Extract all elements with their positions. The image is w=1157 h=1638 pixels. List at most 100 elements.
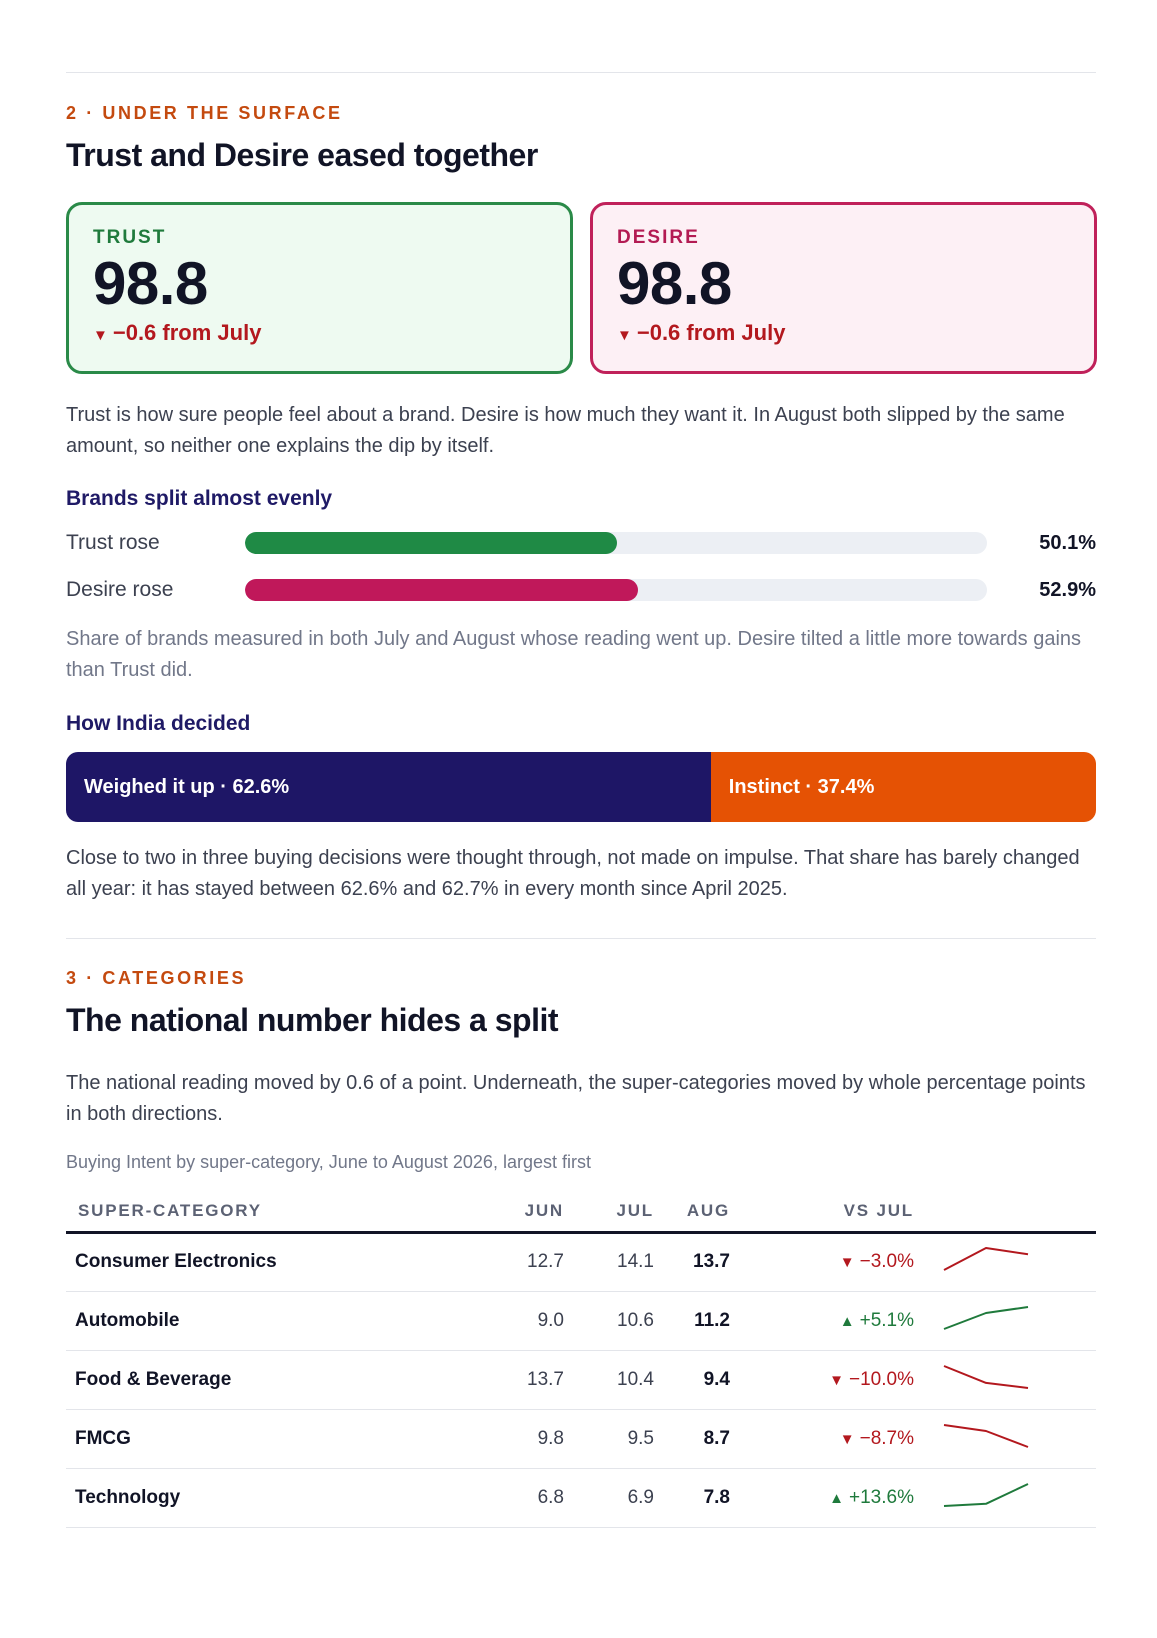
down-triangle-icon: ▼: [829, 1371, 845, 1389]
trend-cell: [922, 1232, 1096, 1292]
brand-bar-row: Desire rose 52.9%: [66, 575, 1096, 605]
down-triangle-icon: ▼: [617, 327, 632, 344]
aug-value: 7.8: [660, 1468, 758, 1528]
section-intro: Trust is how sure people feel about a br…: [66, 404, 1065, 457]
bar-track: [245, 579, 987, 601]
aug-value: 11.2: [660, 1291, 758, 1351]
trust-label: TRUST: [93, 227, 167, 248]
decided-note: Close to two in three buying decisions w…: [66, 847, 1080, 900]
jul-value: 9.5: [570, 1409, 660, 1469]
jul-value: 6.9: [570, 1468, 660, 1528]
brand-bar-row: Trust rose 50.1%: [66, 528, 1096, 558]
vs-jul-text: −10.0%: [849, 1368, 914, 1390]
bar-track: [245, 532, 987, 554]
vs-jul-change: ▼ −8.7%: [758, 1409, 922, 1469]
category-table: SUPER-CATEGORY JUN JUL AUG VS JUL Consum…: [66, 1192, 1096, 1528]
trust-change: ▼ −0.6 from July: [93, 320, 570, 346]
down-triangle-icon: ▼: [93, 327, 108, 344]
vs-jul-text: −3.0%: [859, 1251, 914, 1272]
desire-value: 98.8: [617, 250, 732, 317]
aug-value: 9.4: [660, 1350, 758, 1410]
section-title: The national number hides a split: [66, 1002, 559, 1038]
desire-card: DESIRE 98.8 ▼ −0.6 from July: [590, 202, 1097, 374]
trend-cell: [922, 1468, 1096, 1528]
section-divider: [66, 938, 1096, 939]
table-header-row: SUPER-CATEGORY JUN JUL AUG VS JUL: [66, 1192, 1096, 1234]
section-intro: The national reading moved by 0.6 of a p…: [66, 1072, 1086, 1125]
category-name: Technology: [66, 1468, 486, 1528]
decided-heading: How India decided: [66, 712, 251, 735]
bar-label: Desire rose: [66, 578, 174, 601]
col-header-trend: [922, 1192, 1096, 1234]
down-triangle-icon: ▼: [839, 1430, 855, 1448]
trend-line: [943, 1247, 1029, 1271]
trust-card: TRUST 98.8 ▼ −0.6 from July: [66, 202, 573, 374]
up-triangle-icon: ▲: [829, 1489, 845, 1507]
trend-line: [943, 1423, 1029, 1448]
category-name: Consumer Electronics: [66, 1232, 486, 1292]
trend-cell: [922, 1291, 1096, 1351]
decision-split-bar: Weighed it up · 62.6% Instinct · 37.4%: [66, 752, 1096, 822]
desire-change: ▼ −0.6 from July: [617, 320, 1094, 346]
table-row: Automobile 9.0 10.6 11.2 ▲ +5.1%: [66, 1291, 1096, 1351]
jul-value: 10.6: [570, 1291, 660, 1351]
table-caption: Buying Intent by super-category, June to…: [66, 1152, 591, 1172]
vs-jul-text: +13.6%: [849, 1486, 914, 1508]
trend-sparkline: [943, 1364, 1029, 1389]
bar-value: 50.1%: [1039, 532, 1096, 554]
section-divider: [66, 72, 1096, 73]
col-header-jun: JUN: [486, 1192, 570, 1234]
jun-value: 12.7: [486, 1232, 570, 1292]
table-row: FMCG 9.8 9.5 8.7 ▼ −8.7%: [66, 1409, 1096, 1469]
trend-line: [943, 1364, 1029, 1389]
bar-label: Trust rose: [66, 531, 160, 554]
down-triangle-icon: ▼: [839, 1254, 855, 1271]
weighed-segment: Weighed it up · 62.6%: [66, 752, 711, 822]
category-name: Food & Beverage: [66, 1350, 486, 1410]
instinct-segment: Instinct · 37.4%: [710, 752, 1096, 822]
col-header-aug: AUG: [660, 1192, 758, 1234]
vs-jul-change: ▼ −3.0%: [758, 1232, 922, 1292]
bar-value: 52.9%: [1039, 579, 1096, 601]
vs-jul-text: +5.1%: [859, 1309, 914, 1331]
vs-jul-text: −8.7%: [859, 1427, 914, 1449]
trend-cell: [922, 1350, 1096, 1410]
col-header-category: SUPER-CATEGORY: [66, 1192, 486, 1234]
aug-value: 8.7: [660, 1409, 758, 1469]
jul-value: 10.4: [570, 1350, 660, 1410]
trend-sparkline: [943, 1423, 1029, 1448]
desire-label: DESIRE: [617, 227, 700, 248]
trend-sparkline: [943, 1305, 1029, 1330]
section-eyebrow: 3 · CATEGORIES: [66, 968, 247, 988]
vs-jul-change: ▲ +13.6%: [758, 1468, 922, 1528]
section-title: Trust and Desire eased together: [66, 137, 538, 173]
trust-value: 98.8: [93, 250, 208, 317]
aug-value: 13.7: [660, 1232, 758, 1292]
jun-value: 9.8: [486, 1409, 570, 1469]
jun-value: 6.8: [486, 1468, 570, 1528]
jul-value: 14.1: [570, 1232, 660, 1292]
trend-line: [943, 1482, 1029, 1507]
desire-change-text: −0.6 from July: [636, 320, 786, 345]
up-triangle-icon: ▲: [839, 1312, 855, 1330]
bar-fill: [245, 532, 617, 554]
trend-sparkline: [943, 1482, 1029, 1507]
trend-cell: [922, 1409, 1096, 1469]
category-name: Automobile: [66, 1291, 486, 1351]
col-header-jul: JUL: [570, 1192, 660, 1234]
section-eyebrow: 2 · UNDER THE SURFACE: [66, 103, 343, 123]
brands-heading: Brands split almost evenly: [66, 487, 333, 510]
trend-sparkline: [943, 1247, 1029, 1271]
vs-jul-change: ▲ +5.1%: [758, 1291, 922, 1351]
trust-change-text: −0.6 from July: [112, 320, 262, 345]
bars-note: Share of brands measured in both July an…: [66, 628, 1082, 681]
table-row: Consumer Electronics 12.7 14.1 13.7 ▼ −3.0%: [66, 1232, 1096, 1292]
category-name: FMCG: [66, 1409, 486, 1469]
vs-jul-change: ▼ −10.0%: [758, 1350, 922, 1410]
jun-value: 13.7: [486, 1350, 570, 1410]
table-row: Technology 6.8 6.9 7.8 ▲ +13.6%: [66, 1468, 1096, 1528]
trend-line: [943, 1305, 1029, 1330]
col-header-vs-jul: VS JUL: [758, 1192, 922, 1234]
table-row: Food & Beverage 13.7 10.4 9.4 ▼ −10.0%: [66, 1350, 1096, 1410]
jun-value: 9.0: [486, 1291, 570, 1351]
